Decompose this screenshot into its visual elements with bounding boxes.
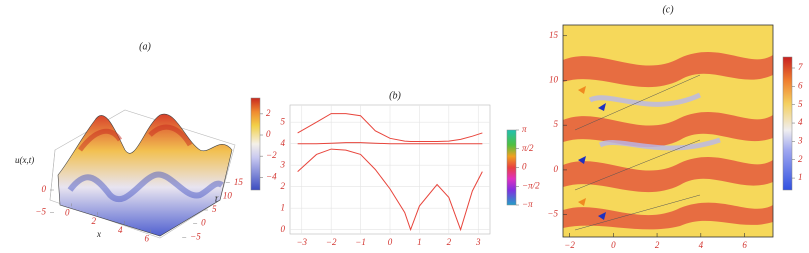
z-tick-label: 0 xyxy=(42,184,47,194)
line xyxy=(297,113,483,143)
x-tick-label: −2 xyxy=(326,237,337,247)
y-tick-label: 0 xyxy=(281,224,286,234)
colorbar-tick-label: −π xyxy=(522,199,533,209)
colorbar-tick-label: −2 xyxy=(266,150,277,160)
y-tick-label: 0 xyxy=(201,218,206,228)
x-axis-label: x xyxy=(96,229,101,239)
colorbar-tick-label: 7 xyxy=(798,62,803,72)
y-tick-label: 15 xyxy=(234,177,244,187)
chart-title: (b) xyxy=(389,90,401,101)
colorbar-tick-label: 0 xyxy=(522,162,527,172)
y-tick-label: 10 xyxy=(549,75,559,85)
chart-title: (a) xyxy=(139,41,151,52)
colorbar-tick-label: 1 xyxy=(798,172,803,182)
z-tick-label: −5 xyxy=(35,207,46,217)
field-decoration xyxy=(562,24,774,238)
y-tick-label: 10 xyxy=(223,190,233,200)
x-tick-label: 1 xyxy=(417,237,422,247)
colorbar-tick-label: 6 xyxy=(798,80,803,90)
y-tick-label: 3 xyxy=(280,159,286,169)
colorbar-tick-label: 0 xyxy=(266,129,271,139)
x-tick-label: 0 xyxy=(388,237,393,247)
colorbar-tick-label: 3 xyxy=(797,135,803,145)
y-tick-label: 15 xyxy=(549,30,559,40)
x-tick-label: −3 xyxy=(296,237,307,247)
y-tick-label: 0 xyxy=(554,164,559,174)
y-tick-label: 5 xyxy=(281,116,286,126)
colorbar xyxy=(782,56,793,191)
y-tick-label: −5 xyxy=(190,231,201,241)
colorbar-tick-label: 5 xyxy=(798,99,803,109)
x-tick-label: 2 xyxy=(92,216,97,226)
colorbar xyxy=(506,129,517,206)
y-tick-label: −5 xyxy=(547,209,558,219)
colorbar xyxy=(250,97,261,191)
x-tick-label: 4 xyxy=(118,225,123,235)
x-tick-label: 6 xyxy=(742,240,747,250)
colorbar-tick-label: 4 xyxy=(798,117,803,127)
colorbar-tick-label: −4 xyxy=(266,171,277,181)
line xyxy=(297,148,483,232)
x-tick-label: 6 xyxy=(145,234,150,244)
colorbar-tick-label: π/2 xyxy=(522,143,534,153)
x-tick-label: −1 xyxy=(355,237,366,247)
colorbar-tick-label: −π/2 xyxy=(522,180,540,190)
x-tick-label: 0 xyxy=(65,207,70,217)
x-tick-label: 2 xyxy=(447,237,452,247)
colorbar-tick-label: 2 xyxy=(266,108,271,118)
chart-title: (c) xyxy=(662,4,674,15)
x-tick-label: 3 xyxy=(475,237,481,247)
y-tick-label: 1 xyxy=(281,202,286,212)
colorbar-tick-label: 2 xyxy=(798,154,803,164)
line xyxy=(297,142,483,145)
y-axis-label: t xyxy=(215,194,218,204)
x-tick-label: 2 xyxy=(655,240,660,250)
x-tick-label: 4 xyxy=(699,240,704,250)
x-tick-label: −2 xyxy=(564,240,575,250)
y-tick-label: 5 xyxy=(554,119,559,129)
surface-decoration xyxy=(49,109,236,239)
z-axis-label: u(x,t) xyxy=(15,155,34,165)
y-tick-label: 4 xyxy=(281,138,286,148)
y-tick-label: 5 xyxy=(212,204,217,214)
colorbar-tick-label: π xyxy=(522,124,527,134)
y-tick-label: 2 xyxy=(281,181,286,191)
x-tick-label: 0 xyxy=(611,240,616,250)
